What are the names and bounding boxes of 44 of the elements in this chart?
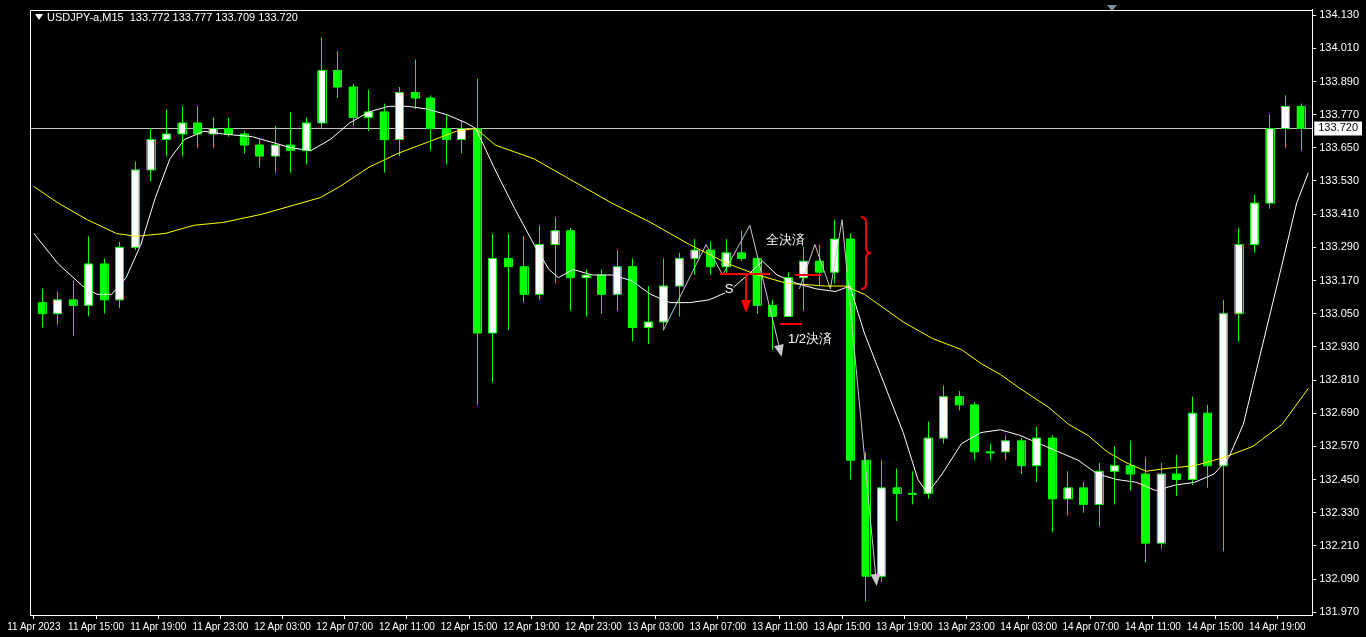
x-tick-label: 11 Apr 2023 — [7, 620, 61, 632]
x-tick-label: 13 Apr 23:00 — [938, 620, 996, 632]
x-tick-label: 11 Apr 19:00 — [130, 620, 187, 632]
x-tick-label: 11 Apr 23:00 — [192, 620, 249, 632]
annotation: 全決済 — [765, 231, 805, 247]
x-tick-label: 14 Apr 15:00 — [1186, 620, 1244, 632]
x-tick-label: 13 Apr 15:00 — [813, 620, 871, 632]
y-tick-label: 133.530 — [1319, 174, 1359, 187]
x-tick-label: 13 Apr 07:00 — [689, 620, 747, 632]
x-tick-label: 12 Apr 07:00 — [316, 620, 374, 632]
x-tick-label: 14 Apr 03:00 — [1000, 620, 1058, 632]
y-tick-label: 134.010 — [1319, 41, 1359, 54]
y-tick-label: 133.290 — [1319, 240, 1359, 253]
x-tick-label: 14 Apr 07:00 — [1062, 620, 1120, 632]
ref-line-label: 133.720 — [1318, 121, 1358, 134]
y-tick-label: 133.170 — [1319, 273, 1359, 286]
x-tick-label: 12 Apr 19:00 — [502, 620, 561, 632]
x-tick-label: 13 Apr 19:00 — [875, 620, 934, 632]
y-tick-label: 133.050 — [1319, 306, 1359, 319]
x-tick-label: 12 Apr 23:00 — [565, 620, 623, 632]
y-tick-label: 132.570 — [1319, 439, 1359, 452]
y-tick-label: 132.810 — [1319, 373, 1359, 386]
y-tick-label: 132.930 — [1319, 339, 1359, 352]
y-tick-label: 134.130 — [1319, 8, 1359, 21]
y-tick-label: 132.210 — [1319, 538, 1359, 551]
y-tick-label: 133.890 — [1319, 74, 1359, 87]
x-tick-label: 12 Apr 11:00 — [378, 620, 436, 632]
y-tick-label: 132.450 — [1319, 472, 1359, 485]
y-tick-label: 132.330 — [1319, 505, 1359, 518]
x-tick-label: 14 Apr 11:00 — [1124, 620, 1182, 632]
y-tick-label: 133.410 — [1319, 207, 1359, 220]
x-tick-label: 11 Apr 15:00 — [68, 620, 125, 632]
y-tick-label: 131.970 — [1319, 605, 1359, 618]
x-tick-label: 12 Apr 03:00 — [254, 620, 312, 632]
y-tick-label: 132.090 — [1319, 572, 1359, 585]
x-tick-label: 13 Apr 11:00 — [751, 620, 809, 632]
y-tick-label: 133.770 — [1319, 107, 1359, 120]
x-tick-label: 13 Apr 03:00 — [627, 620, 685, 632]
x-tick-label: 14 Apr 19:00 — [1248, 620, 1307, 632]
annotation: 1/2決済 — [787, 331, 832, 347]
x-tick-label: 12 Apr 15:00 — [440, 620, 498, 632]
y-tick-label: 132.690 — [1319, 406, 1359, 419]
chart-title: USDJPY-a,M15 133.772 133.777 133.709 133.720 — [47, 10, 298, 23]
y-tick-label: 133.650 — [1319, 140, 1359, 153]
